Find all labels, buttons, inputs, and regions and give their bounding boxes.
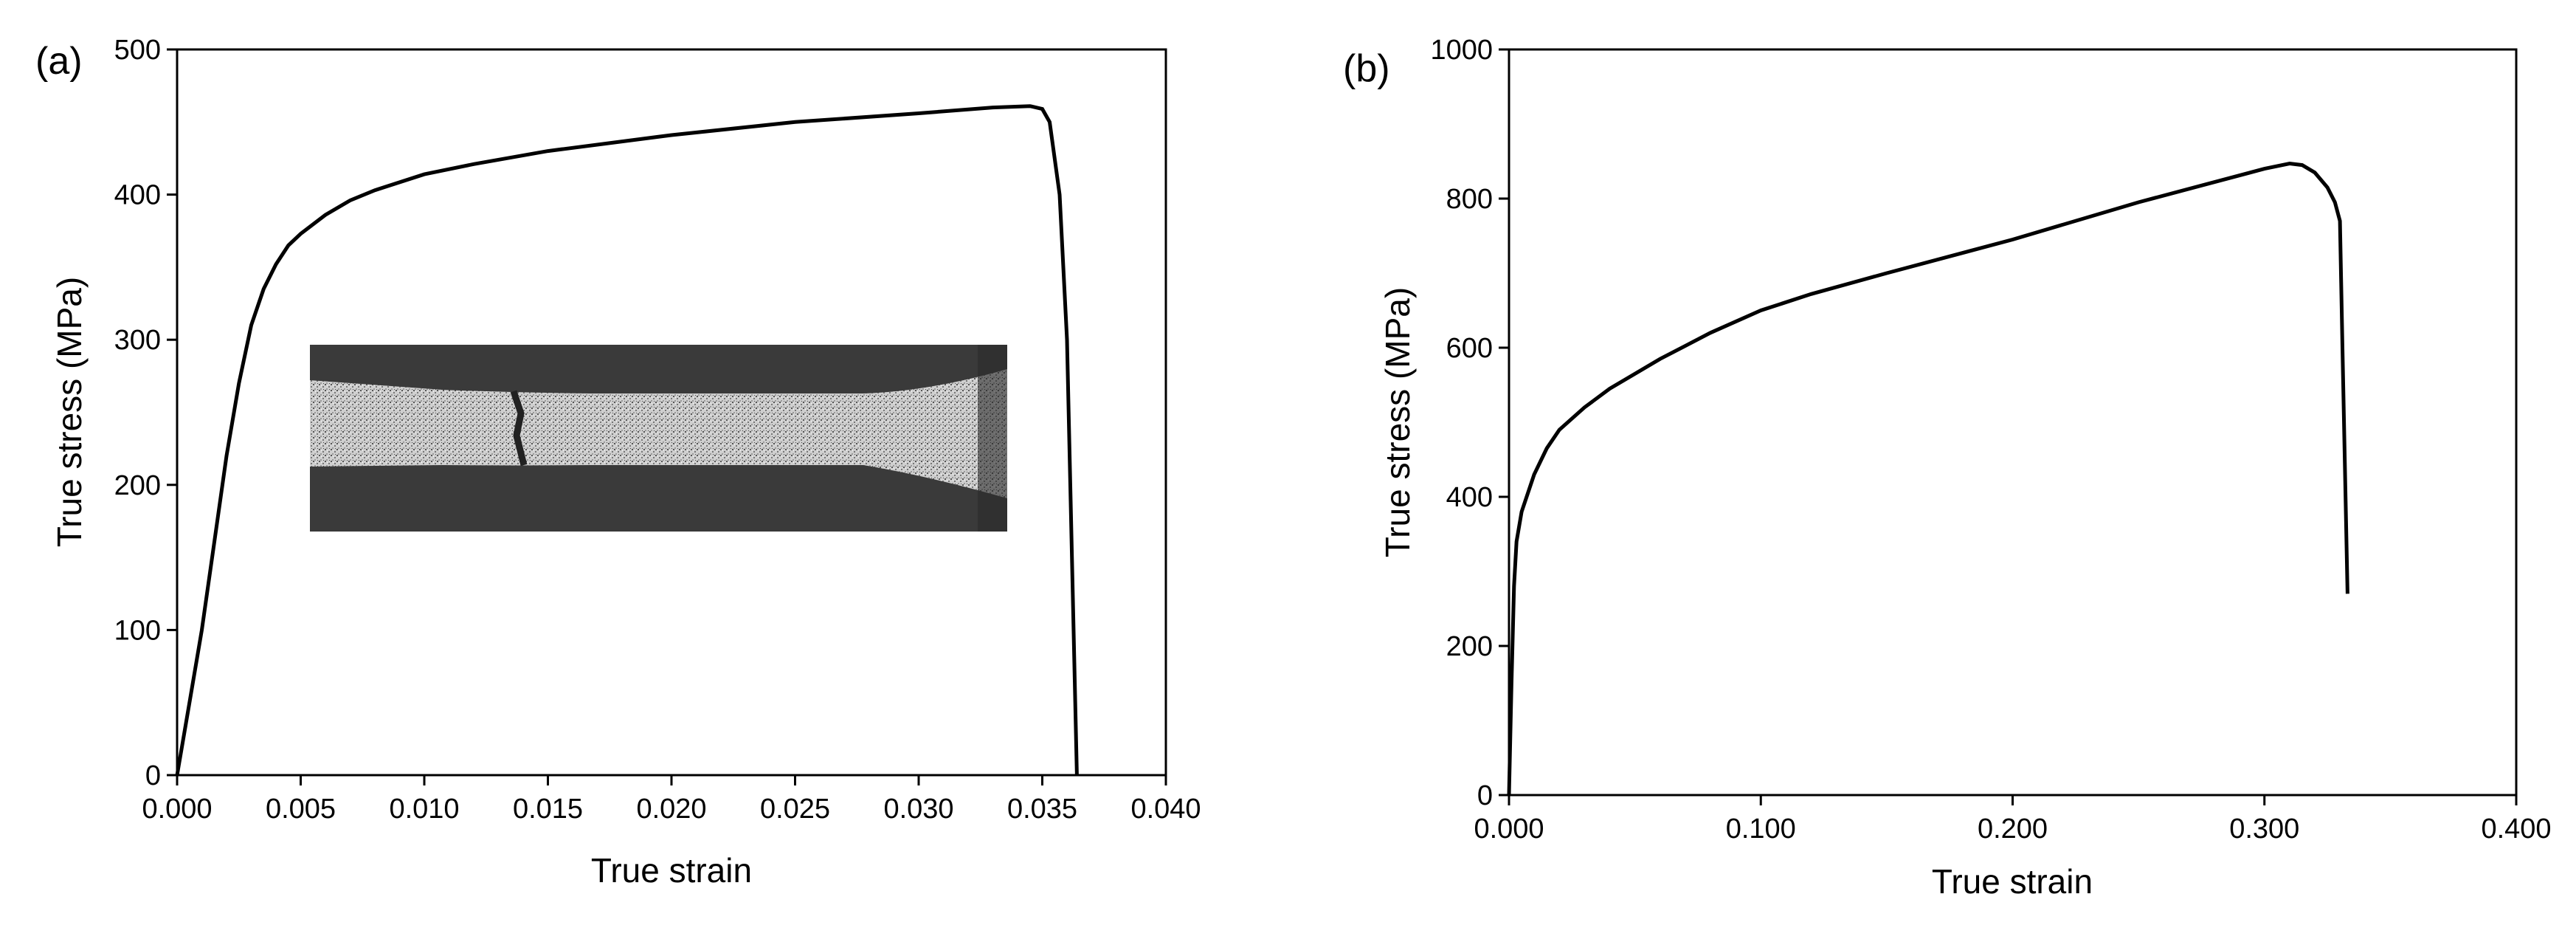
panel-a-y-tick-label: 400 xyxy=(114,180,161,211)
panel-b-y-axis-label: True stress (MPa) xyxy=(1378,287,1417,557)
specimen-inset-image xyxy=(310,345,1007,532)
panel-b-plot-frame xyxy=(1508,48,2518,797)
panel-a-x-tick-label: 0.040 xyxy=(1130,794,1201,825)
panel-b-x-tick-label: 0.100 xyxy=(1726,814,1796,845)
panel-b: (b) True strain True stress (MPa) 0.000 0… xyxy=(1343,35,2552,901)
panel-b-y-tick-label: 400 xyxy=(1446,482,1493,513)
panel-a-y-axis-label: True stress (MPa) xyxy=(50,277,89,547)
panel-a-ticks: 0.000 0.005 0.010 0.015 0.020 0.025 0.030 0.035… xyxy=(114,35,1201,825)
panel-b-x-tick-label: 0.400 xyxy=(2481,814,2551,845)
panel-a-x-tick-label: 0.000 xyxy=(142,794,212,825)
panel-a-x-tick-label: 0.035 xyxy=(1007,794,1077,825)
series-line-b xyxy=(1507,161,2349,796)
series-line-a xyxy=(175,104,1079,776)
panel-a-y-tick-label: 300 xyxy=(114,325,161,356)
panel-a-x-tick-label: 0.020 xyxy=(636,794,706,825)
panel-b-label: (b) xyxy=(1343,47,1390,90)
panel-b-x-tick-label: 0.000 xyxy=(1474,814,1544,845)
panel-a-x-axis-label: True strain xyxy=(591,851,752,890)
panel-a-y-tick-label: 200 xyxy=(114,470,161,501)
panel-a-label: (a) xyxy=(35,40,83,83)
panel-a: (a) True strain True stress (MPa) xyxy=(35,35,1201,890)
panel-a-x-tick-label: 0.030 xyxy=(883,794,953,825)
panel-a-y-tick-label: 0 xyxy=(145,760,161,791)
panel-b-y-tick-label: 600 xyxy=(1446,333,1493,364)
panel-b-x-axis-label: True strain xyxy=(1932,862,2093,901)
panel-a-x-tick-label: 0.010 xyxy=(389,794,459,825)
panel-b-x-tick-label: 0.300 xyxy=(2229,814,2299,845)
panel-b-ticks: 0.000 0.100 0.200 0.300 0.400 0 200 400 600 800 10… xyxy=(1430,35,2551,845)
panel-a-y-tick-label: 500 xyxy=(114,35,161,66)
panel-b-x-tick-label: 0.200 xyxy=(1978,814,2048,845)
panel-b-y-tick-label: 1000 xyxy=(1430,35,1493,66)
panel-a-y-tick-label: 100 xyxy=(114,615,161,646)
panel-a-x-tick-label: 0.025 xyxy=(760,794,830,825)
panel-a-x-tick-label: 0.005 xyxy=(266,794,336,825)
panel-b-y-tick-label: 0 xyxy=(1477,780,1493,811)
panel-b-y-tick-label: 800 xyxy=(1446,184,1493,215)
panel-a-x-tick-label: 0.015 xyxy=(513,794,583,825)
panel-b-y-tick-label: 200 xyxy=(1446,631,1493,662)
